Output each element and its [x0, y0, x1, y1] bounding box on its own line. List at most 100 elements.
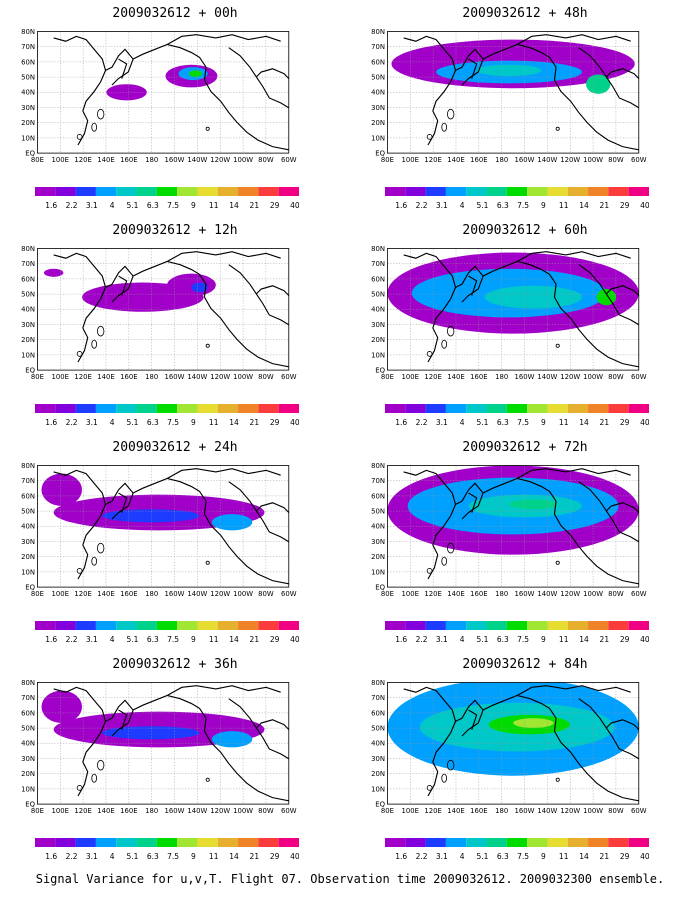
colorbar-swatch	[278, 187, 299, 196]
lat-tick-label: 60N	[21, 709, 35, 717]
lon-tick-label: 80E	[381, 590, 394, 598]
colorbar-swatch	[588, 187, 609, 196]
panel-title: 2009032612 + 36h	[112, 657, 238, 672]
lon-tick-label: 140E	[97, 590, 114, 598]
lon-tick-label: 140W	[187, 807, 207, 815]
colorbar-swatch	[506, 404, 528, 413]
lon-tick-label: 120W	[560, 590, 580, 598]
lat-tick-label: 30N	[371, 321, 385, 329]
colorbar-label: 7.5	[167, 418, 179, 427]
lon-tick-label: 80W	[258, 156, 274, 164]
lon-tick-label: 160W	[515, 807, 535, 815]
colorbar-label: 9	[191, 635, 196, 644]
colorbar-swatch	[75, 404, 96, 413]
lat-tick-label: 60N	[371, 492, 385, 500]
coastline	[118, 709, 128, 730]
lat-tick-label: 10N	[21, 351, 35, 359]
coastline	[166, 468, 281, 479]
lat-tick-label: 20N	[371, 553, 385, 561]
colorbar-label: 21	[250, 635, 260, 644]
colorbar-swatch	[405, 187, 426, 196]
colorbar-label: 5.1	[477, 635, 489, 644]
colorbar-label: 29	[620, 635, 630, 644]
colorbar-label: 40	[640, 201, 649, 210]
colorbar-swatch	[466, 187, 487, 196]
colorbar-label: 6.3	[497, 635, 509, 644]
colorbar-swatch	[116, 187, 137, 196]
lat-tick-label: 50N	[371, 74, 385, 82]
lon-tick-label: 80W	[608, 807, 624, 815]
colorbar-swatch	[567, 621, 589, 630]
variance-region	[41, 473, 83, 507]
lat-tick-label: 50N	[21, 291, 35, 299]
lon-tick-label: 100W	[233, 373, 253, 381]
colorbar-label: 29	[270, 852, 280, 861]
colorbar-swatch	[258, 838, 279, 847]
lat-tick-label: 60N	[21, 58, 35, 66]
colorbar-swatch	[405, 404, 426, 413]
colorbar-label: 1.6	[45, 852, 57, 861]
lon-tick-label: 100E	[402, 156, 419, 164]
coastline	[228, 264, 290, 326]
lat-tick-label: 50N	[21, 508, 35, 516]
variance-region	[513, 718, 554, 728]
lon-tick-label: 160E	[470, 807, 487, 815]
lat-tick-label: 70N	[21, 43, 35, 51]
colorbar: 1.6 2.2 3.1 4 5.1 6.3 7.5 9 11 14 21 29 40	[35, 838, 299, 861]
map-frame	[37, 682, 290, 805]
colorbar-swatch	[55, 838, 76, 847]
coastline	[166, 685, 281, 696]
colorbar-label: 40	[290, 201, 299, 210]
lon-tick-label: 180	[145, 373, 158, 381]
colorbar-label: 4	[460, 635, 465, 644]
lat-tick-label: 70N	[371, 260, 385, 268]
lon-tick-label: 60W	[631, 590, 647, 598]
colorbar-label: 11	[209, 201, 219, 210]
lon-tick-label: 100W	[583, 373, 603, 381]
lat-tick-label: EQ	[375, 150, 385, 158]
coastline	[403, 686, 457, 797]
coastline	[53, 686, 107, 797]
colorbar-swatch	[55, 187, 76, 196]
variance-region	[102, 726, 200, 740]
colorbar-label: 1.6	[395, 852, 407, 861]
coastline	[578, 47, 640, 109]
lat-tick-label: 60N	[21, 492, 35, 500]
colorbar-label: 5.1	[127, 201, 139, 210]
colorbar-label: 5.1	[127, 635, 139, 644]
colorbar-label: 1.6	[395, 418, 407, 427]
colorbar-swatch	[278, 621, 299, 630]
colorbar-swatch	[75, 187, 96, 196]
colorbar-label: 5.1	[127, 418, 139, 427]
lat-tick-label: 70N	[371, 477, 385, 485]
colorbar-label: 6.3	[497, 201, 509, 210]
lat-tick-label: 10N	[371, 568, 385, 576]
variance-region	[211, 514, 253, 531]
colorbar-label: 40	[640, 418, 649, 427]
lat-tick-label: 20N	[21, 336, 35, 344]
colorbar-label: 3.1	[436, 418, 448, 427]
variance-region	[509, 499, 558, 510]
colorbar-swatch	[95, 838, 117, 847]
lon-tick-label: 160W	[515, 373, 535, 381]
colorbar-swatch	[258, 404, 279, 413]
colorbar-swatch	[156, 187, 178, 196]
coastline	[53, 35, 107, 146]
lat-tick-label: 70N	[371, 43, 385, 51]
lon-tick-label: 80W	[258, 807, 274, 815]
coastline	[482, 477, 557, 502]
lon-tick-label: 160E	[120, 807, 137, 815]
colorbar-label: 7.5	[517, 418, 529, 427]
colorbar-label: 21	[600, 852, 610, 861]
coastline	[455, 482, 484, 520]
contour-map: 80E 100E 120E 140E 160E 180 160W 140W 120W 100W 80…	[371, 462, 647, 598]
lat-tick-label: 40N	[21, 740, 35, 748]
colorbar-label: 11	[209, 852, 219, 861]
lat-tick-label: 70N	[371, 694, 385, 702]
lat-tick-label: 20N	[371, 119, 385, 127]
contour-map: 80E 100E 120E 140E 160E 180 160W 140W 120W 100W 80…	[21, 245, 297, 381]
lat-tick-label: 70N	[21, 477, 35, 485]
lon-tick-label: 160E	[120, 590, 137, 598]
colorbar-label: 9	[541, 418, 546, 427]
colorbar-swatch	[197, 187, 218, 196]
